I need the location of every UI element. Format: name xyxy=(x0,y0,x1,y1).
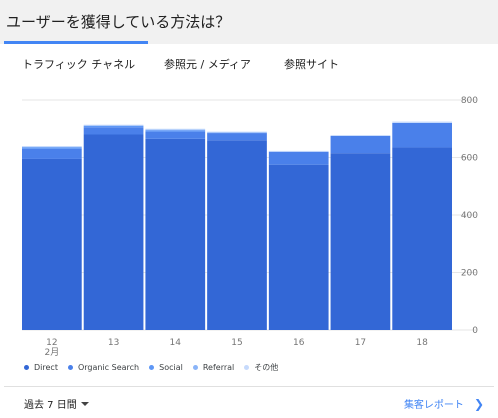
bar-segment[interactable] xyxy=(268,164,329,330)
bar-segment[interactable] xyxy=(83,124,144,126)
y-tick-label: 200 xyxy=(461,269,478,279)
x-tick-label: 17 xyxy=(355,338,366,348)
y-tick-label: 0 xyxy=(472,326,478,336)
legend-dot-icon xyxy=(244,364,250,370)
legend-item[interactable]: その他 xyxy=(244,362,278,373)
legend-label: Referral xyxy=(202,362,235,372)
bar-segment[interactable] xyxy=(83,125,144,128)
bar-segment[interactable] xyxy=(268,150,329,152)
card-title: ユーザーを獲得している方法は？ xyxy=(6,13,231,31)
legend-label: Social xyxy=(159,362,183,372)
legend-label: Direct xyxy=(34,362,58,372)
bar-segment[interactable] xyxy=(330,153,391,330)
x-tick-label: 18 xyxy=(416,338,428,348)
date-range-label: 過去 7 日間 xyxy=(24,400,77,411)
bar-segment[interactable] xyxy=(392,123,452,148)
tab-source-medium[interactable]: 参照元 / メディア xyxy=(164,58,251,71)
legend-label: Organic Search xyxy=(77,362,140,372)
legend-dot-icon xyxy=(192,364,198,370)
tab-traffic-channel[interactable]: トラフィック チャネル xyxy=(22,58,136,71)
y-tick-label: 800 xyxy=(461,96,478,106)
bar-segment[interactable] xyxy=(22,146,82,147)
x-tick-label: 16 xyxy=(293,338,305,348)
bar-segment[interactable] xyxy=(83,127,144,135)
card-header: ユーザーを獲得している方法は？ xyxy=(0,0,498,44)
tab-referrals[interactable]: 参照サイト xyxy=(284,58,339,71)
bar-segment[interactable] xyxy=(22,147,82,149)
x-tick-sublabel: 2月 xyxy=(44,347,59,356)
legend-dot-icon xyxy=(149,364,155,370)
bar-segment[interactable] xyxy=(330,135,391,154)
chart-legend: Direct Organic Search Social Referral その他 xyxy=(24,361,288,373)
tab-bar: トラフィック チャネル 参照元 / メディア 参照サイト xyxy=(0,52,498,76)
bar-segment[interactable] xyxy=(207,140,267,330)
bar-segment[interactable] xyxy=(145,138,206,330)
legend-item[interactable]: Social xyxy=(149,363,183,372)
chevron-right-icon: ❯ xyxy=(473,396,484,411)
bar-segment[interactable] xyxy=(22,158,82,330)
caret-down-icon xyxy=(80,401,89,406)
legend-label: その他 xyxy=(254,362,279,372)
bar-segment[interactable] xyxy=(83,125,144,126)
legend-item[interactable]: Organic Search xyxy=(67,362,140,372)
footer-divider xyxy=(4,386,494,387)
legend-dot-icon xyxy=(24,364,29,370)
bar-segment[interactable] xyxy=(145,130,206,132)
bar-segment[interactable] xyxy=(83,134,144,331)
bar-segment[interactable] xyxy=(22,146,82,148)
bar-segment[interactable] xyxy=(392,121,452,123)
x-tick-label: 15 xyxy=(231,338,242,348)
legend-item[interactable]: Direct xyxy=(24,363,58,372)
bar-segment[interactable] xyxy=(268,151,329,165)
date-range-select[interactable]: 過去 7 日間 xyxy=(24,396,89,411)
bar-segment[interactable] xyxy=(145,128,206,130)
x-tick-label: 13 xyxy=(108,338,119,348)
bar-segment[interactable] xyxy=(207,131,267,133)
bar-segment[interactable] xyxy=(207,132,267,134)
y-tick-label: 600 xyxy=(461,154,478,164)
bar-segment[interactable] xyxy=(392,147,452,330)
x-tick-label: 12 xyxy=(46,338,57,348)
bar-segment[interactable] xyxy=(22,148,82,159)
bar-segment[interactable] xyxy=(145,131,206,139)
legend-item[interactable]: Referral xyxy=(192,362,235,372)
bar-segment[interactable] xyxy=(145,129,206,131)
legend-dot-icon xyxy=(67,364,73,370)
bar-segment[interactable] xyxy=(330,135,391,136)
x-tick-label: 14 xyxy=(170,338,182,348)
bar-segment[interactable] xyxy=(207,133,267,141)
report-link-label: 集客レポート xyxy=(403,400,464,411)
y-tick-label: 400 xyxy=(461,211,478,221)
acquisition-report-link[interactable]: 集客レポート ❯ xyxy=(403,396,484,412)
header-accent-bar xyxy=(4,41,148,44)
